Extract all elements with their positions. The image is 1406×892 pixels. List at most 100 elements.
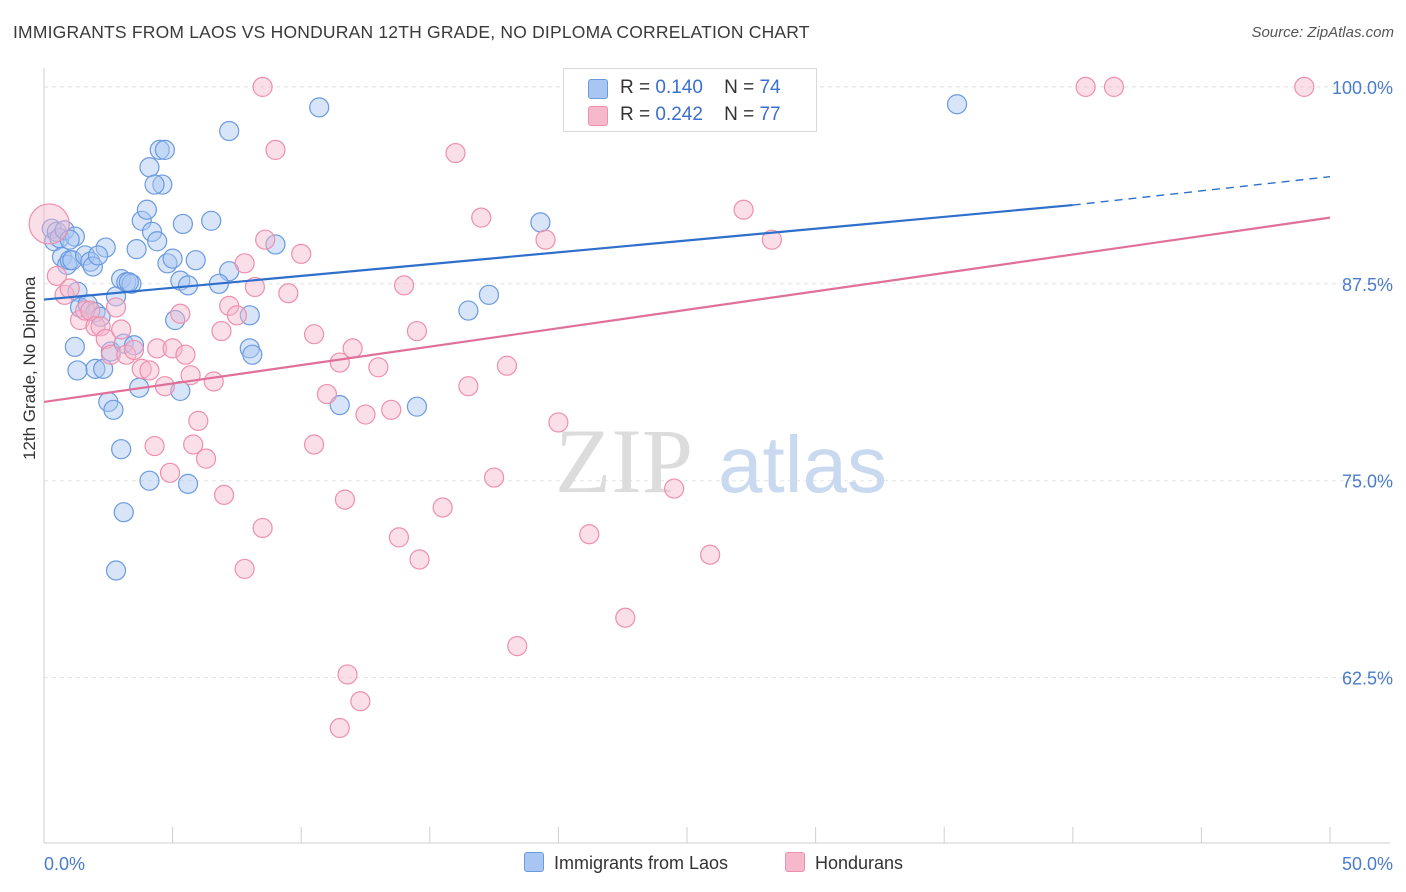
y-tick-label: 62.5% [1342, 669, 1393, 689]
hondurans-point [409, 549, 430, 570]
hondurans-point [28, 203, 70, 245]
laos-point [85, 358, 106, 379]
laos-trend-line [43, 203, 1073, 301]
laos-point [136, 199, 157, 220]
hondurans-point [159, 462, 181, 483]
hondurans-point [535, 229, 556, 250]
hondurans-point [368, 357, 389, 378]
hondurans-point [496, 355, 518, 376]
legend-n-value-hondurans: 77 [759, 104, 781, 125]
hondurans-point [105, 297, 127, 318]
hondurans-point [406, 320, 428, 342]
x-tick-label-min: 0.0% [44, 854, 85, 874]
laos-point [329, 394, 350, 416]
hondurans-point [131, 358, 152, 379]
laos-point [118, 272, 139, 293]
laos-point [219, 120, 240, 142]
hondurans-point [144, 435, 165, 457]
hondurans-point [195, 448, 217, 469]
laos-point [105, 560, 127, 581]
hondurans-point [211, 320, 232, 342]
hondurans-point [100, 344, 121, 365]
hondurans-point [1294, 76, 1315, 98]
hondurans-point [432, 497, 453, 518]
laos-point [406, 396, 428, 417]
hondurans-point [278, 283, 299, 304]
laos-point [59, 229, 80, 250]
hondurans-point [1103, 76, 1125, 98]
hondurans-point [350, 691, 371, 712]
bottom-legend-hondurans: Hondurans [785, 852, 903, 874]
laos-point [309, 97, 330, 118]
bottom-legend-label-laos: Immigrants from Laos [554, 853, 729, 873]
laos-trend-extension [1072, 175, 1331, 206]
y-tick-label: 87.5% [1342, 275, 1393, 295]
watermark-zip: ZIP [555, 410, 693, 512]
hondurans-point [80, 300, 101, 321]
scatter-points [28, 76, 1315, 739]
laos-point [147, 231, 168, 252]
hondurans-point [334, 489, 356, 510]
bottom-legend-laos: Immigrants from Laos [524, 852, 728, 874]
hondurans-point [761, 229, 782, 250]
hondurans-point [291, 243, 312, 264]
hondurans-point [244, 276, 266, 298]
hondurans-point [188, 410, 209, 431]
hondurans-point [175, 344, 196, 365]
axes [43, 68, 1390, 844]
bottom-legend-swatch-laos [524, 852, 544, 872]
hondurans-point [90, 316, 111, 337]
hondurans-point [507, 635, 528, 657]
laos-point [162, 248, 183, 269]
laos-point [201, 210, 222, 231]
y-tick-label: 100.0% [1332, 78, 1393, 98]
hondurans-point [234, 558, 255, 580]
legend-swatch-hondurans [588, 106, 608, 126]
watermark-atlas: atlas [718, 420, 887, 509]
hondurans-point [355, 404, 376, 425]
laos-point [62, 250, 83, 271]
laos-point [144, 174, 165, 195]
legend-r-value-hondurans: 0.242 [655, 104, 703, 125]
hondurans-point [162, 338, 183, 359]
laos-point [177, 473, 199, 494]
hondurans-point [337, 664, 358, 685]
hondurans-point [303, 434, 325, 455]
hondurans-point [733, 199, 754, 220]
hondurans-point [664, 478, 685, 499]
laos-point [149, 139, 170, 161]
laos-point [478, 284, 500, 305]
hondurans-point [342, 338, 363, 359]
laos-point [139, 157, 160, 178]
hondurans-point [265, 139, 286, 161]
correlation-legend: R = 0.140 N = 74 R = 0.242 N = 77 [563, 68, 817, 132]
hondurans-trend-line [43, 216, 1331, 404]
laos-point [242, 344, 263, 365]
hondurans-point [700, 544, 721, 565]
hondurans-point [388, 527, 410, 548]
hondurans-point [1075, 76, 1096, 98]
legend-swatch-laos [588, 79, 608, 99]
laos-point [530, 212, 551, 233]
hondurans-point [252, 517, 273, 539]
hondurans-point [234, 253, 255, 274]
hondurans-point [381, 399, 402, 420]
laos-point [185, 250, 206, 271]
hondurans-point [579, 524, 600, 545]
legend-n-label-laos: N = [724, 77, 755, 98]
laos-point [111, 439, 132, 460]
hondurans-point [46, 265, 67, 287]
hondurans-point [147, 338, 168, 359]
laos-point [126, 239, 147, 260]
bottom-legend-label-hondurans: Hondurans [815, 853, 904, 873]
hondurans-point [445, 142, 466, 164]
laos-point [139, 470, 160, 491]
hondurans-point [183, 434, 204, 455]
laos-point [141, 221, 163, 242]
hondurans-point [95, 328, 116, 350]
source-label: Source: ZipAtlas.com [1251, 24, 1394, 41]
laos-point [265, 234, 286, 255]
hondurans-point [203, 371, 224, 392]
hondurans-point [75, 300, 96, 321]
